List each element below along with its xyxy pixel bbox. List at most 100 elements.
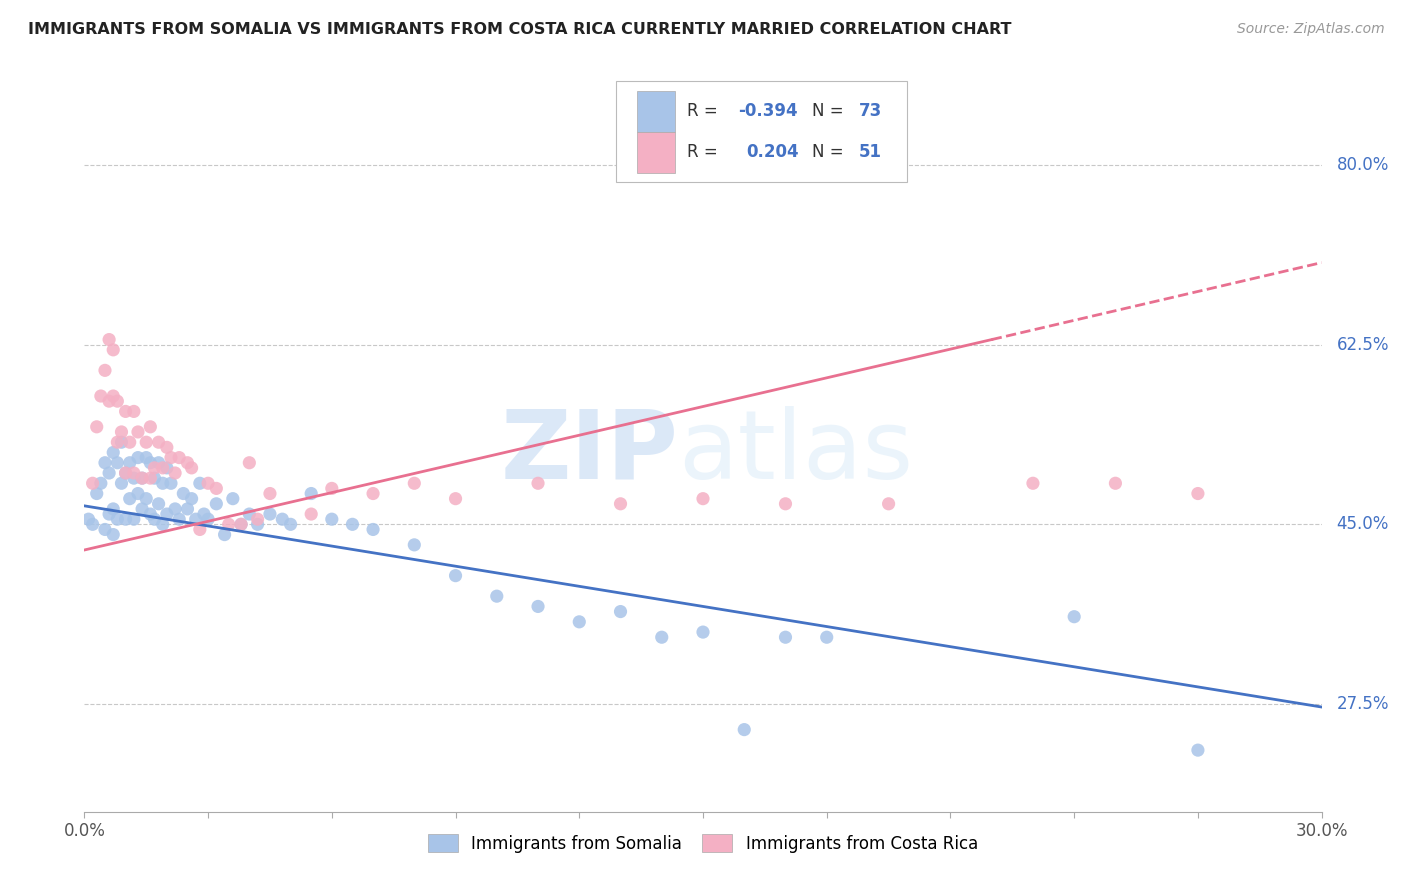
Point bbox=[167, 450, 190, 465]
Point bbox=[103, 445, 125, 459]
Point bbox=[877, 497, 900, 511]
Point bbox=[82, 476, 104, 491]
Text: 27.5%: 27.5% bbox=[1337, 695, 1389, 713]
Point bbox=[1104, 476, 1126, 491]
Point bbox=[229, 517, 252, 532]
Point bbox=[103, 343, 125, 357]
Point bbox=[321, 482, 343, 496]
Point bbox=[229, 517, 252, 532]
Point bbox=[148, 435, 170, 450]
Point bbox=[127, 450, 149, 465]
Point bbox=[815, 630, 838, 644]
Point bbox=[160, 450, 183, 465]
Point bbox=[246, 517, 269, 532]
Legend: Immigrants from Somalia, Immigrants from Costa Rica: Immigrants from Somalia, Immigrants from… bbox=[422, 828, 984, 860]
Point bbox=[609, 605, 631, 619]
Point bbox=[361, 486, 384, 500]
Text: 73: 73 bbox=[859, 103, 882, 120]
Point bbox=[110, 435, 132, 450]
Point bbox=[1063, 609, 1085, 624]
Point bbox=[103, 527, 125, 541]
Point bbox=[139, 471, 162, 485]
Point bbox=[1187, 486, 1209, 500]
Point bbox=[692, 491, 714, 506]
Point bbox=[167, 512, 190, 526]
Point bbox=[118, 456, 141, 470]
Point bbox=[131, 471, 153, 485]
Point bbox=[259, 486, 281, 500]
Point bbox=[156, 441, 179, 455]
Point bbox=[131, 502, 153, 516]
Point bbox=[280, 517, 302, 532]
Point bbox=[152, 461, 174, 475]
Point bbox=[165, 502, 187, 516]
FancyBboxPatch shape bbox=[637, 90, 675, 132]
Point bbox=[651, 630, 673, 644]
Point bbox=[105, 435, 128, 450]
Point bbox=[127, 425, 149, 439]
Point bbox=[86, 419, 108, 434]
Text: IMMIGRANTS FROM SOMALIA VS IMMIGRANTS FROM COSTA RICA CURRENTLY MARRIED CORRELAT: IMMIGRANTS FROM SOMALIA VS IMMIGRANTS FR… bbox=[28, 22, 1012, 37]
Point bbox=[122, 512, 145, 526]
Point bbox=[299, 486, 322, 500]
Text: R =: R = bbox=[688, 144, 728, 161]
Point bbox=[775, 497, 797, 511]
Point bbox=[259, 507, 281, 521]
Point bbox=[139, 507, 162, 521]
Point bbox=[135, 450, 157, 465]
Point bbox=[238, 507, 260, 521]
Point bbox=[214, 527, 236, 541]
Point bbox=[114, 466, 136, 480]
Point bbox=[139, 419, 162, 434]
Point bbox=[122, 466, 145, 480]
Point bbox=[692, 625, 714, 640]
Point bbox=[527, 599, 550, 614]
Point bbox=[90, 476, 112, 491]
Point bbox=[1187, 743, 1209, 757]
Point bbox=[118, 491, 141, 506]
Text: 0.204: 0.204 bbox=[747, 144, 799, 161]
Point bbox=[444, 568, 467, 582]
Text: -0.394: -0.394 bbox=[738, 103, 797, 120]
Point bbox=[152, 517, 174, 532]
Point bbox=[105, 394, 128, 409]
Point bbox=[609, 497, 631, 511]
Point bbox=[342, 517, 364, 532]
Point bbox=[180, 491, 202, 506]
Text: 51: 51 bbox=[859, 144, 882, 161]
FancyBboxPatch shape bbox=[616, 81, 907, 182]
Point bbox=[114, 466, 136, 480]
Point bbox=[404, 538, 426, 552]
Point bbox=[143, 461, 166, 475]
Point bbox=[139, 456, 162, 470]
Point bbox=[148, 456, 170, 470]
Text: N =: N = bbox=[811, 103, 849, 120]
Point bbox=[131, 471, 153, 485]
Point bbox=[122, 471, 145, 485]
Point bbox=[176, 456, 198, 470]
Point bbox=[197, 512, 219, 526]
Point bbox=[188, 476, 211, 491]
Point bbox=[98, 466, 121, 480]
Point bbox=[114, 512, 136, 526]
Point bbox=[160, 476, 183, 491]
Point bbox=[148, 497, 170, 511]
Point bbox=[188, 523, 211, 537]
Point bbox=[205, 482, 228, 496]
Point bbox=[98, 333, 121, 347]
Point bbox=[82, 517, 104, 532]
Point bbox=[103, 389, 125, 403]
Point bbox=[404, 476, 426, 491]
Point bbox=[90, 389, 112, 403]
Point bbox=[105, 512, 128, 526]
Point bbox=[218, 517, 240, 532]
Text: Source: ZipAtlas.com: Source: ZipAtlas.com bbox=[1237, 22, 1385, 37]
Point bbox=[165, 466, 187, 480]
Point bbox=[135, 491, 157, 506]
Point bbox=[299, 507, 322, 521]
Point bbox=[1022, 476, 1045, 491]
Point bbox=[94, 456, 117, 470]
Point bbox=[105, 456, 128, 470]
Point bbox=[110, 425, 132, 439]
Point bbox=[775, 630, 797, 644]
